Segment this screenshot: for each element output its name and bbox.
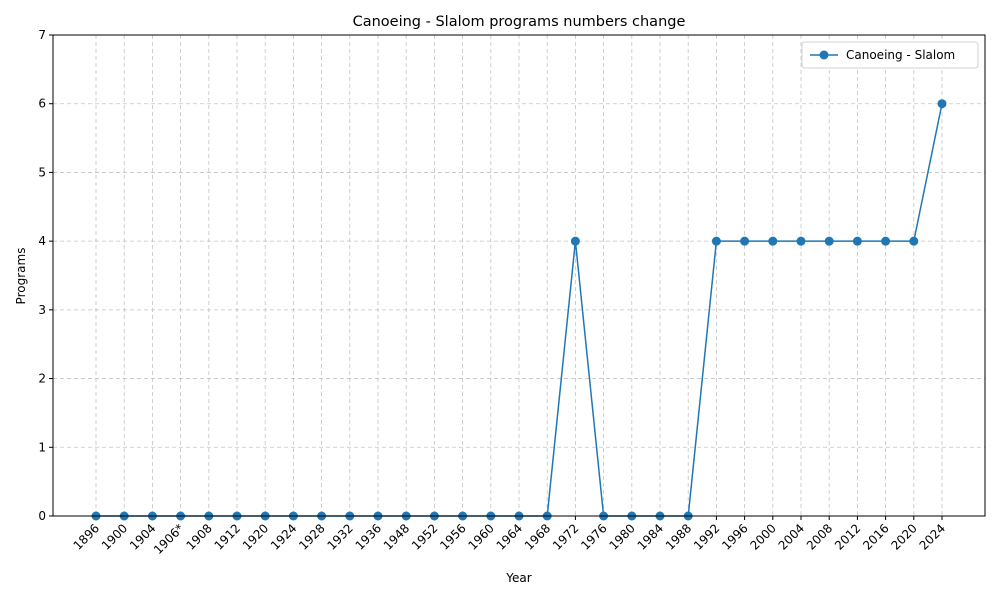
x-tick-label: 1936 bbox=[353, 521, 384, 552]
x-tick-label: 1928 bbox=[296, 521, 327, 552]
data-point bbox=[711, 236, 721, 246]
data-point bbox=[824, 236, 834, 246]
plot-frame bbox=[52, 34, 986, 517]
y-tick-label: 7 bbox=[38, 28, 46, 42]
x-tick-label: 1968 bbox=[522, 521, 553, 552]
data-point bbox=[768, 236, 778, 246]
x-tick-label: 2016 bbox=[860, 521, 891, 552]
data-point bbox=[909, 236, 919, 246]
legend-box bbox=[801, 41, 979, 69]
chart-title: Canoeing - Slalom programs numbers chang… bbox=[353, 14, 686, 30]
y-tick-label: 2 bbox=[38, 372, 46, 386]
grid-lines bbox=[53, 34, 985, 517]
x-tick-label: 1976 bbox=[578, 521, 609, 552]
x-tick-label: 2012 bbox=[832, 521, 863, 552]
x-tick-label: 1924 bbox=[268, 521, 299, 552]
legend-marker-sample bbox=[819, 50, 829, 60]
x-tick-label: 1912 bbox=[212, 521, 243, 552]
data-point bbox=[570, 236, 580, 246]
data-point bbox=[881, 236, 891, 246]
y-axis-label: Programs bbox=[14, 248, 28, 305]
y-tick-label: 1 bbox=[38, 440, 46, 454]
x-tick-label: 2000 bbox=[747, 521, 778, 552]
y-tick-label: 6 bbox=[38, 97, 46, 111]
x-tick-label: 1972 bbox=[550, 521, 581, 552]
x-tick-label: 1980 bbox=[606, 521, 637, 552]
legend: Canoeing - Slalom bbox=[801, 41, 979, 69]
y-tick-label: 0 bbox=[38, 509, 46, 523]
data-point bbox=[740, 236, 750, 246]
x-tick-label: 1996 bbox=[719, 521, 750, 552]
x-tick-label: 1964 bbox=[494, 521, 525, 552]
axis-ticks: 1896190019041906*19081912192019241928193… bbox=[38, 28, 948, 557]
x-tick-label: 1908 bbox=[183, 521, 214, 552]
x-tick-label: 1960 bbox=[465, 521, 496, 552]
x-tick-label: 2004 bbox=[776, 521, 807, 552]
x-tick-label: 1988 bbox=[663, 521, 694, 552]
x-tick-label: 1920 bbox=[240, 521, 271, 552]
x-tick-label: 1896 bbox=[71, 521, 102, 552]
x-axis-label: Year bbox=[505, 571, 531, 585]
data-point bbox=[796, 236, 806, 246]
x-tick-label: 1932 bbox=[324, 521, 355, 552]
x-tick-label: 2008 bbox=[804, 521, 835, 552]
data-point bbox=[937, 99, 947, 109]
x-tick-label: 1906* bbox=[151, 521, 187, 557]
x-tick-label: 1992 bbox=[691, 521, 722, 552]
y-tick-label: 4 bbox=[38, 234, 46, 248]
x-tick-label: 1956 bbox=[437, 521, 468, 552]
data-point bbox=[852, 236, 862, 246]
y-tick-label: 3 bbox=[38, 303, 46, 317]
x-tick-label: 2020 bbox=[888, 521, 919, 552]
x-tick-label: 1984 bbox=[635, 521, 666, 552]
x-tick-label: 1952 bbox=[409, 521, 440, 552]
x-tick-label: 1900 bbox=[99, 521, 130, 552]
y-tick-label: 5 bbox=[38, 165, 46, 179]
legend-label: Canoeing - Slalom bbox=[846, 48, 955, 62]
x-tick-label: 1948 bbox=[381, 521, 412, 552]
x-tick-label: 2024 bbox=[917, 521, 948, 552]
